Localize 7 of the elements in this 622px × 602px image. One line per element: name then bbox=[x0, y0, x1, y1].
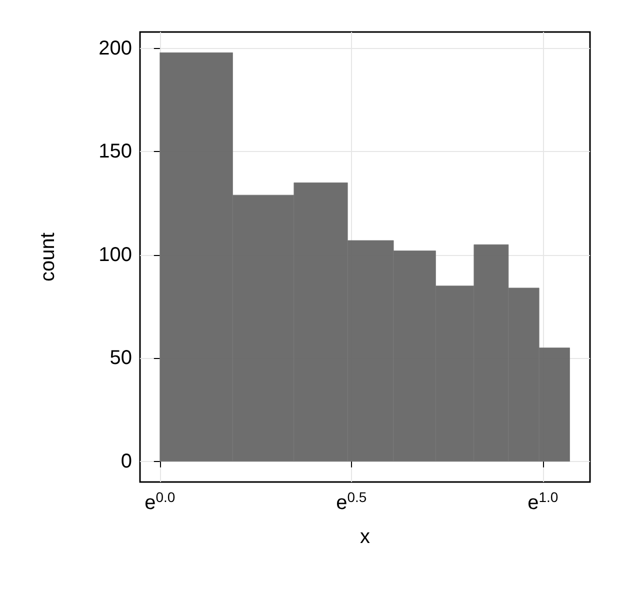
y-tick-label: 100 bbox=[98, 244, 132, 266]
y-tick-label: 200 bbox=[98, 38, 132, 60]
y-axis-title: count bbox=[37, 232, 59, 282]
y-tick-label: 50 bbox=[110, 347, 132, 370]
y-tick-label: 0 bbox=[120, 450, 132, 472]
x-axis-title: x bbox=[360, 526, 370, 548]
y-tick-label: 150 bbox=[98, 140, 132, 163]
